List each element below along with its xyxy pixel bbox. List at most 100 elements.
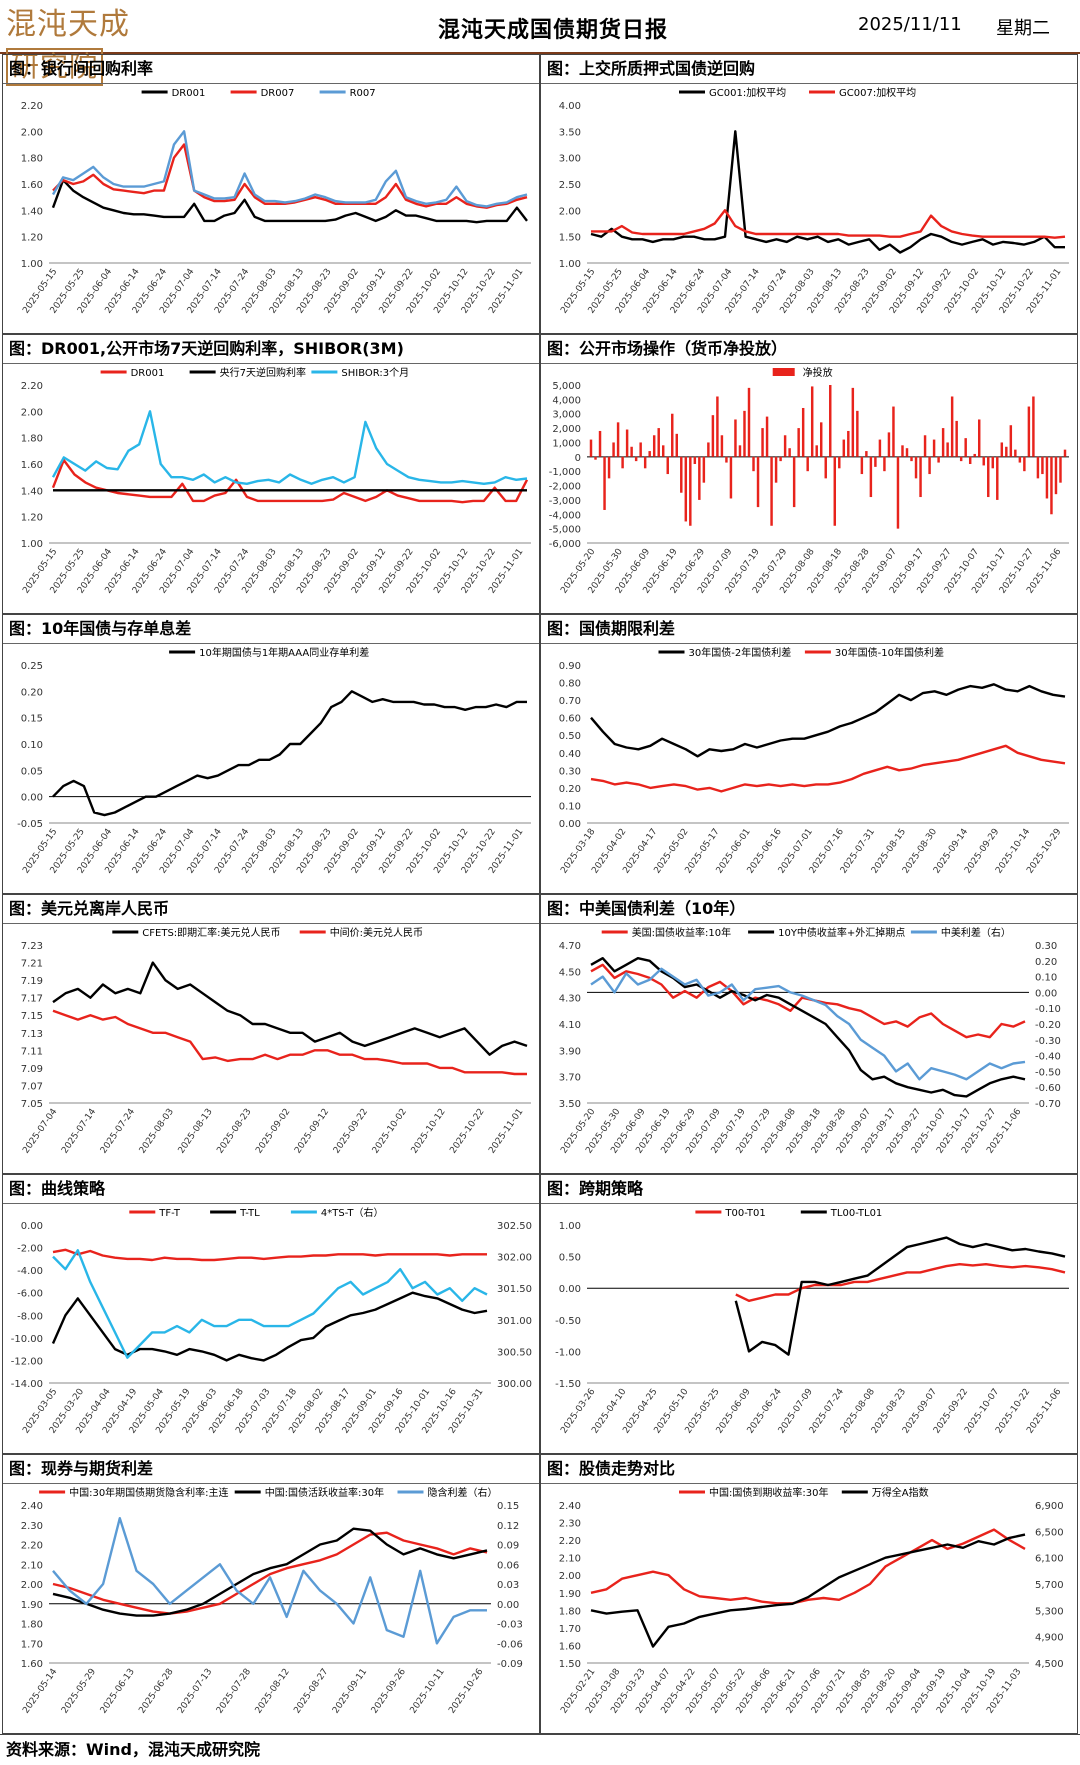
x-tick-label: 2025-09-26 — [370, 1667, 408, 1716]
legend-label: CFETS:即期汇率:美元兑人民币 — [142, 926, 280, 939]
bar — [616, 422, 620, 457]
y-tick-label: 1,000 — [552, 438, 581, 449]
y-tick-label: 0.15 — [21, 714, 43, 725]
chart-title: 图：国债期限利差 — [541, 615, 1077, 644]
chart-panel-dr001-omo-shibor: 图：DR001,公开市场7天逆回购利率，SHIBOR(3M) DR001 央行7天逆… — [2, 334, 540, 614]
y2-tick-label: 300.00 — [497, 1379, 532, 1390]
bar — [801, 407, 805, 457]
y-tick-label: 1.80 — [21, 434, 43, 445]
y-tick-label: 7.07 — [21, 1081, 43, 1092]
bar — [756, 456, 760, 508]
x-tick-label: 2025-07-14 — [60, 1107, 98, 1156]
series-line-0 — [51, 178, 528, 224]
bar — [594, 456, 597, 460]
legend-label: 中国:国债活跃收益率:30年 — [265, 1486, 384, 1499]
y-tick-label: -1.00 — [555, 1347, 581, 1358]
series-line-1 — [734, 1236, 1066, 1356]
bar — [996, 456, 999, 500]
legend-label: 中美利差（右） — [941, 926, 1011, 939]
chart-title: 图：10年国债与存单息差 — [3, 615, 539, 644]
bar — [874, 456, 877, 467]
bar — [883, 456, 886, 472]
bar — [770, 456, 773, 526]
chart-title: 图：股债走势对比 — [541, 1455, 1077, 1484]
series-line-2 — [52, 1249, 488, 1359]
chart-svg: GC001:加权平均 GC007:加权平均 1.00 1.50 2.00 2.50 3.00… — [559, 86, 1069, 316]
y-tick-label: 2.10 — [21, 1560, 43, 1571]
bar — [860, 456, 864, 475]
bar — [1059, 456, 1062, 483]
chart-legend: 净投放 — [772, 366, 833, 379]
bar — [892, 406, 895, 457]
chart-panel-curve-strategy: 图：曲线策略 TF-T T-TL 4*TS-T（右） -14.00 -12.00 -10.0… — [2, 1174, 540, 1454]
y-tick-label: 1.80 — [559, 1606, 581, 1617]
x-tick-label: 2025-10-11 — [409, 1667, 447, 1716]
y-tick-label: -1,000 — [549, 467, 581, 478]
y-tick-label: 0.25 — [21, 661, 43, 672]
y-tick-label: 3,000 — [552, 410, 581, 421]
bar — [747, 387, 751, 457]
y-tick-label: 2.40 — [559, 1501, 581, 1512]
y-tick-label: 2.00 — [559, 1571, 581, 1582]
legend-label: 30年国债-10年国债利差 — [835, 646, 944, 659]
bar — [1009, 425, 1013, 457]
bar — [707, 442, 710, 457]
bar — [702, 456, 706, 483]
y-tick-label: 1.80 — [21, 1620, 43, 1631]
x-tick-label: 2025-07-13 — [176, 1667, 214, 1716]
chart-svg: DR001 央行7天逆回购利率 SHIBOR:3个月 1.00 1.20 1.40 1.60… — [21, 366, 531, 596]
y-tick-label: 1.60 — [21, 180, 43, 191]
y-tick-label: 0.60 — [559, 714, 581, 725]
bar — [648, 451, 651, 457]
y-tick-label: 3.50 — [559, 127, 581, 138]
legend-label: 美国:国债收益率:10年 — [632, 926, 731, 939]
legend-label: TL00-TL01 — [830, 1208, 883, 1219]
y-tick-label: 1.50 — [559, 233, 581, 244]
chart-svg: 10年期国债与1年期AAA同业存单利差 -0.05 0.00 0.05 0.10 0.15… — [17, 646, 531, 876]
chart-title: 图：上交所质押式国债逆回购 — [541, 55, 1077, 84]
y-tick-label: -5,000 — [549, 525, 581, 536]
bar — [643, 456, 647, 469]
series-line-2 — [51, 130, 528, 208]
bar — [1027, 406, 1031, 457]
bar — [725, 456, 728, 463]
y2-tick-label: 5,300 — [1035, 1606, 1064, 1617]
legend-label: 央行7天逆回购利率 — [220, 366, 306, 379]
chart-title: 图：现券与期货利差 — [3, 1455, 539, 1484]
y2-tick-label: 4,900 — [1035, 1633, 1064, 1644]
chart-legend: TF-T T-TL 4*TS-T（右） — [129, 1206, 384, 1219]
y-tick-label: 1.20 — [21, 233, 43, 244]
legend-label: 中国:30年期国债期货隐含利率:主连 — [69, 1486, 228, 1499]
y-tick-label: 1.50 — [559, 1659, 581, 1670]
y-tick-label: 1.60 — [559, 1641, 581, 1652]
bar — [1014, 449, 1017, 457]
bar — [842, 439, 846, 457]
y-tick-label: 3.70 — [559, 1073, 581, 1084]
legend-label: 10Y中债收益率+外汇掉期点 — [778, 926, 905, 939]
legend-label: T-TL — [239, 1208, 260, 1219]
chart-legend: DR001 央行7天逆回购利率 SHIBOR:3个月 — [100, 366, 409, 379]
y-tick-label: 1.90 — [559, 1589, 581, 1600]
bar — [901, 445, 904, 457]
chart-legend: 10年期国债与1年期AAA同业存单利差 — [169, 646, 369, 659]
y2-tick-label: -0.50 — [1035, 1067, 1061, 1078]
x-tick-label: 2025-05-14 — [21, 1667, 59, 1716]
x-tick-label: 2025-08-13 — [177, 1107, 215, 1156]
y-tick-label: 2.00 — [559, 206, 581, 217]
y-tick-label: 1.00 — [559, 1221, 581, 1232]
bar — [973, 453, 976, 457]
bar — [905, 448, 909, 457]
y-tick-label: 4.30 — [559, 994, 581, 1005]
bar — [928, 456, 931, 475]
y2-tick-label: 0.10 — [1035, 973, 1057, 984]
x-tick-label: 2025-06-28 — [137, 1667, 175, 1716]
y-tick-label: 0.00 — [21, 793, 43, 804]
y-tick-label: 5,000 — [552, 381, 581, 392]
legend-label: 30年国债-2年国债利差 — [689, 646, 792, 659]
y-tick-label: 7.21 — [21, 959, 43, 970]
y2-tick-label: 302.50 — [497, 1221, 532, 1232]
y-tick-label: 2.20 — [559, 1536, 581, 1547]
report-header: 混沌天成研究院 混沌天成国债期货日报 2025/11/11 星期二 — [0, 0, 1080, 86]
y2-tick-label: -0.03 — [497, 1620, 523, 1631]
bar — [716, 396, 719, 457]
